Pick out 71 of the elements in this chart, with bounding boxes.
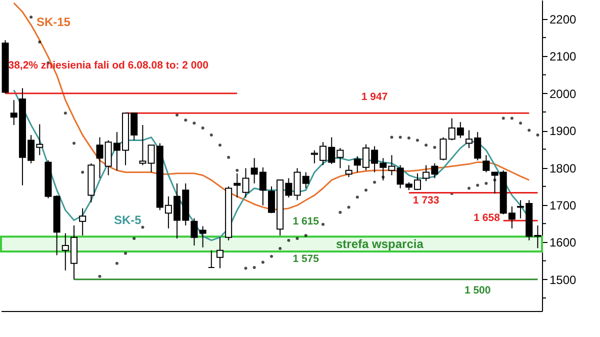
point [373, 180, 376, 184]
point [528, 128, 531, 132]
point [201, 126, 204, 130]
point [468, 186, 471, 190]
point [192, 122, 196, 125]
annotation: 1 947 [361, 91, 388, 104]
point [227, 156, 230, 159]
point [424, 144, 428, 147]
point [304, 234, 308, 237]
candlestick [345, 164, 352, 178]
candlestick [208, 250, 215, 268]
point [519, 122, 522, 125]
point [390, 136, 394, 139]
candlestick [139, 124, 146, 166]
point [236, 168, 239, 172]
y-tick-label: 1500 [550, 272, 577, 287]
annotation: 1 615 [292, 216, 320, 228]
point [38, 40, 42, 44]
point [261, 260, 264, 264]
y-tick-label: 1900 [550, 124, 577, 138]
y-tick-label: 1700 [550, 198, 577, 212]
point [132, 236, 136, 240]
point [30, 16, 33, 19]
annotation: 1 575 [292, 253, 320, 265]
annotation: 1 658 [474, 212, 500, 224]
point [347, 206, 350, 209]
point [502, 116, 505, 120]
point [81, 170, 84, 174]
point [124, 252, 128, 255]
point [398, 136, 402, 139]
point [484, 182, 488, 185]
point [252, 266, 256, 269]
y-tick-label: 2200 [550, 12, 577, 26]
point [364, 188, 368, 192]
y-tick-label: 1600 [550, 236, 577, 250]
candlestick [216, 236, 224, 269]
point [510, 116, 514, 120]
point [278, 247, 282, 250]
point [433, 146, 436, 149]
y-tick-label: 1800 [550, 161, 577, 176]
point [322, 222, 325, 226]
point [72, 142, 76, 145]
point [287, 238, 290, 242]
text: SK-5 [114, 213, 142, 228]
candlestick [482, 154, 490, 173]
point [356, 196, 359, 199]
point [98, 274, 102, 278]
point [476, 184, 480, 187]
series-label: SK-15 [36, 14, 71, 29]
y-tick-label: 2100 [550, 50, 577, 64]
point [141, 226, 144, 229]
point [407, 136, 410, 140]
point [536, 134, 540, 137]
point [176, 113, 179, 116]
candlestick [199, 226, 206, 248]
point [64, 112, 67, 115]
point [218, 144, 222, 147]
annotation: 1 500 [464, 284, 491, 296]
candlestick [190, 218, 198, 246]
point [210, 134, 213, 137]
band-label: strefa wsparcia [336, 237, 424, 252]
point [416, 138, 419, 142]
point [115, 262, 118, 265]
annotation: 1 733 [412, 194, 440, 207]
point [338, 210, 342, 214]
candlestick [79, 208, 86, 236]
point [184, 118, 188, 122]
point [296, 236, 299, 240]
point [270, 254, 273, 258]
y-tick-label: 2000 [550, 86, 577, 101]
point [244, 266, 248, 270]
